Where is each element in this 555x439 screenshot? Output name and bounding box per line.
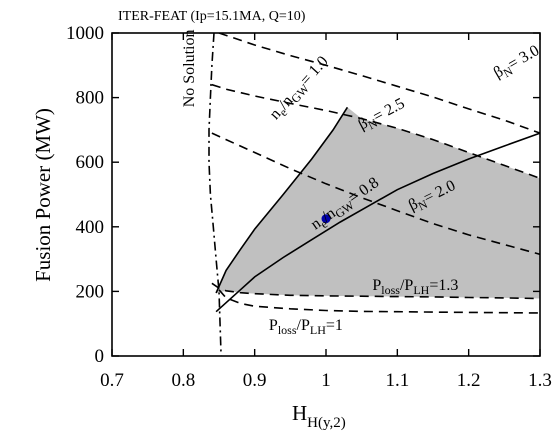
x-tick-label: 0.8 xyxy=(171,370,195,391)
operating-point xyxy=(321,214,331,224)
annotation-1: No Solution xyxy=(181,29,198,107)
chart-title: ITER-FEAT (Ip=15.1MA, Q=10) xyxy=(118,9,306,24)
series-line-8 xyxy=(208,33,222,356)
axes: 0.7 0.8 0.9 1 1.1 1.2 1.3 0 200 400 600 800 1000 xyxy=(66,23,552,391)
annotation-8: Ploss/PLH=1 xyxy=(269,317,343,337)
x-tick-label: 0.7 xyxy=(100,370,124,391)
plot-area xyxy=(208,33,540,356)
series-line-5 xyxy=(211,132,540,256)
y-tick-label: 600 xyxy=(76,152,105,173)
x-tick-label: 0.9 xyxy=(243,370,267,391)
series-line-2 xyxy=(215,132,540,313)
annotation-7: Ploss/PLH=1.3 xyxy=(372,277,458,297)
annotation-2: ne/nGW= 1.0 xyxy=(266,53,334,125)
y-axis-title: Fusion Power (MW) xyxy=(31,108,55,282)
y-tick-label: 400 xyxy=(76,217,105,238)
y-tick-label: 800 xyxy=(76,88,105,109)
annotation-4: βN= 3.0 xyxy=(491,42,544,84)
y-tick-label: 1000 xyxy=(66,23,104,44)
x-tick-label: 1 xyxy=(321,370,331,391)
series-line-6 xyxy=(211,282,540,300)
x-axis-title-sub: H(y,2) xyxy=(307,415,346,431)
x-axis-title: HH(y,2) xyxy=(292,401,346,431)
series-line-7 xyxy=(218,289,540,314)
series-line-4 xyxy=(211,83,540,180)
x-tick-label: 1.2 xyxy=(457,370,481,391)
series-line-1 xyxy=(215,106,349,294)
series-line-3 xyxy=(218,33,540,134)
y-tick-label: 0 xyxy=(95,346,105,367)
x-tick-label: 1.3 xyxy=(528,370,552,391)
x-axis-title-main: H xyxy=(292,401,307,425)
y-tick-label: 200 xyxy=(76,281,105,302)
x-tick-label: 1.1 xyxy=(385,370,409,391)
